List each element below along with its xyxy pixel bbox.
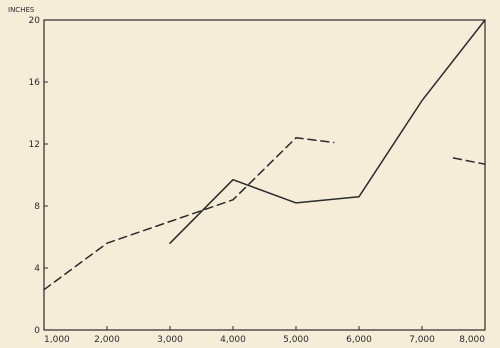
series-layer <box>43 19 486 291</box>
solid-series-line-0 <box>169 19 486 244</box>
x-tick-label: 1,000 <box>44 335 70 345</box>
y-tick-label: 16 <box>29 78 41 88</box>
x-tick-label: 5,000 <box>283 335 309 345</box>
x-tick-label: 4,000 <box>220 335 246 345</box>
y-tick-label: 4 <box>34 264 40 274</box>
y-tick-label: 8 <box>34 202 40 212</box>
x-tick-label: 3,000 <box>157 335 183 345</box>
plot-frame <box>43 19 486 331</box>
y-axis: 0 4 8 12 16 20 <box>29 16 48 336</box>
x-tick-label: 8,000 <box>459 335 485 345</box>
x-tick-label: 7,000 <box>409 335 435 345</box>
x-axis: 1,000 2,000 3,000 4,000 5,000 6,000 7,000 8,000 <box>43 326 486 345</box>
y-tick-label: 20 <box>29 16 41 26</box>
y-tick-label: 0 <box>34 326 40 336</box>
dashed-series-line-2 <box>452 157 486 165</box>
dashed-series-line-1 <box>43 137 335 291</box>
y-tick-label: 12 <box>29 140 40 150</box>
x-tick-label: 2,000 <box>94 335 120 345</box>
x-tick-label: 6,000 <box>346 335 372 345</box>
y-axis-unit-label: INCHES <box>8 6 35 14</box>
